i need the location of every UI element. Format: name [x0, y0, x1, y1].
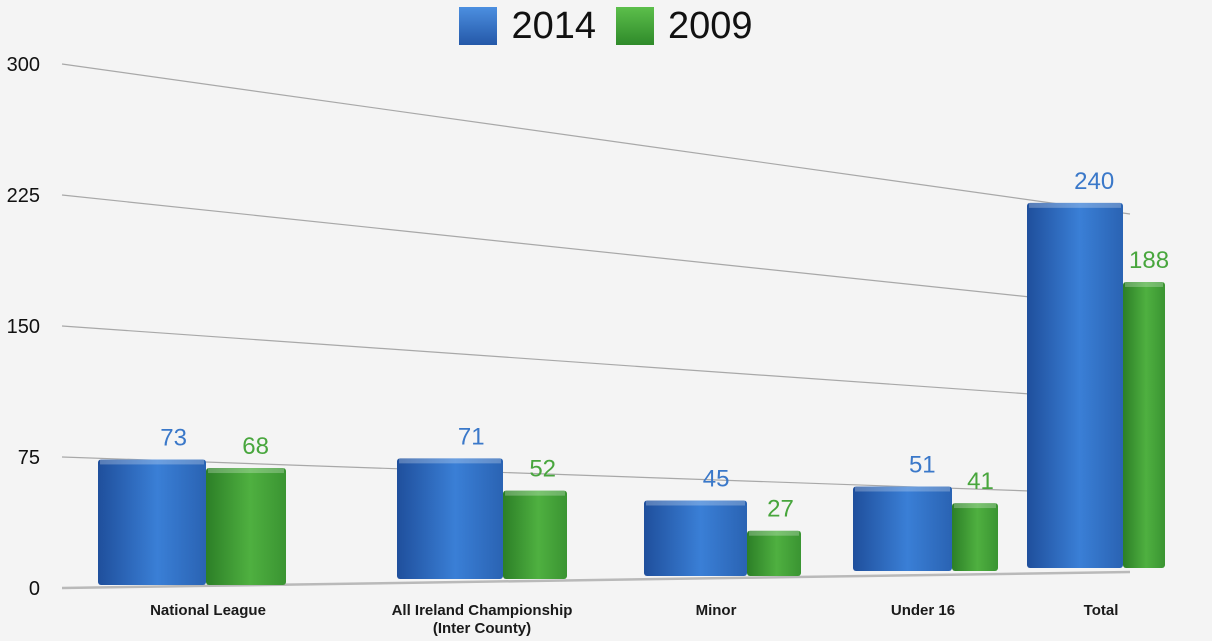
legend: 2014 2009: [0, 6, 1212, 46]
bar-2009-1: [503, 490, 567, 579]
bar-highlight-2014-0: [100, 459, 204, 465]
data-label-2014-3: 51: [909, 451, 936, 478]
data-label-2014-2: 45: [703, 465, 730, 492]
gridline-300: [61, 63, 1131, 215]
y-tick-label-300: 300: [7, 54, 40, 76]
bar-highlight-2009-0: [208, 468, 284, 474]
bar-2014-4: [1027, 202, 1123, 569]
bar-2014-0: [98, 459, 206, 585]
bar-highlight-2009-3: [954, 503, 996, 509]
gridline-75: [61, 456, 1131, 496]
bar-2009-3: [952, 503, 998, 571]
x-tick-label-0-0: National League: [150, 602, 266, 619]
x-tick-label-4-0: Total: [1084, 602, 1119, 619]
x-tick-label-3-0: Under 16: [891, 602, 955, 619]
y-tick-label-150: 150: [7, 316, 40, 338]
y-tick-label-75: 75: [18, 447, 40, 469]
legend-swatch-2014: [459, 7, 498, 45]
legend-item-2014: 2014: [459, 6, 596, 46]
bar-highlight-2014-2: [646, 500, 745, 506]
y-tick-label-225: 225: [7, 185, 40, 207]
data-label-2009-2: 27: [767, 496, 794, 523]
bar-highlight-2014-1: [399, 458, 501, 464]
bar-highlight-2014-3: [855, 486, 950, 492]
bar-2009-0: [206, 468, 286, 585]
x-tick-label-2-0: Minor: [696, 602, 737, 619]
bar-2014-1: [397, 458, 503, 579]
bar-2014-2: [644, 500, 747, 576]
legend-item-2009: 2009: [616, 6, 753, 46]
data-label-2009-3: 41: [967, 468, 994, 495]
bar-highlight-2009-2: [749, 530, 799, 536]
bar-highlight-2014-4: [1029, 202, 1121, 208]
legend-label-2014: 2014: [511, 5, 596, 47]
data-label-2009-1: 52: [529, 456, 556, 483]
gridline-225: [61, 194, 1131, 309]
bar-2014-3: [853, 486, 952, 571]
gridline-150: [61, 325, 1131, 402]
bar-highlight-2009-1: [505, 490, 565, 496]
bar-2009-2: [747, 530, 801, 576]
data-label-2009-4: 188: [1129, 247, 1169, 274]
gridline-0: [61, 570, 1131, 590]
legend-swatch-2009: [616, 7, 654, 45]
data-label-2014-1: 71: [458, 423, 485, 450]
legend-label-2009: 2009: [668, 5, 753, 47]
x-tick-label-1-0: All Ireland Championship: [392, 602, 573, 619]
bar-2009-4: [1123, 281, 1165, 568]
x-tick-label-1-1: (Inter County): [433, 620, 531, 637]
bar-highlight-2009-4: [1125, 281, 1163, 287]
data-label-2014-4: 240: [1074, 168, 1114, 195]
data-label-2014-0: 73: [160, 424, 187, 451]
y-tick-label-0: 0: [29, 578, 40, 600]
data-label-2009-0: 68: [242, 433, 269, 460]
